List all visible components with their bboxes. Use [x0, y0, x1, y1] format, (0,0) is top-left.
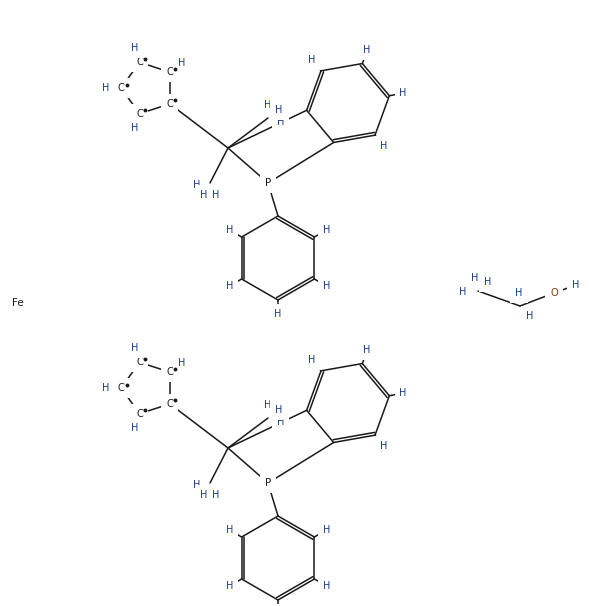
Text: H: H [274, 405, 282, 415]
Text: H: H [363, 45, 371, 55]
Text: H: H [212, 490, 219, 500]
Text: C: C [118, 83, 124, 93]
Text: H: H [131, 43, 138, 53]
Text: Fe: Fe [12, 298, 24, 308]
Text: C: C [136, 358, 143, 367]
Text: H: H [200, 190, 208, 199]
Text: H: H [102, 383, 110, 393]
Text: H: H [131, 423, 138, 433]
Text: H: H [264, 400, 272, 410]
Text: H: H [380, 441, 388, 451]
Text: C: C [136, 108, 143, 119]
Text: H: H [573, 280, 580, 290]
Text: H: H [226, 225, 233, 235]
Text: H: H [131, 343, 138, 353]
Text: H: H [200, 490, 208, 499]
Text: H: H [178, 358, 186, 368]
Text: H: H [102, 83, 110, 93]
Text: H: H [399, 388, 407, 398]
Text: H: H [308, 355, 316, 365]
Text: H: H [308, 55, 316, 65]
Text: H: H [363, 345, 371, 355]
Text: H: H [323, 225, 330, 235]
Text: H: H [226, 525, 233, 535]
Text: C: C [167, 399, 173, 409]
Text: H: H [527, 311, 534, 321]
Text: H: H [212, 190, 219, 200]
Text: H: H [399, 88, 407, 98]
Text: C: C [167, 367, 173, 377]
Text: H: H [323, 581, 330, 591]
Text: H: H [274, 105, 282, 115]
Text: H: H [194, 480, 201, 490]
Text: C: C [118, 383, 124, 393]
Text: H: H [471, 273, 479, 283]
Text: H: H [323, 281, 330, 291]
Text: H: H [380, 141, 388, 151]
Text: H: H [226, 281, 233, 291]
Text: H: H [277, 116, 284, 127]
Text: P: P [265, 178, 271, 188]
Text: H: H [226, 581, 233, 591]
Text: H: H [484, 277, 492, 287]
Text: P: P [265, 478, 271, 488]
Text: H: H [277, 417, 284, 427]
Text: C: C [136, 408, 143, 419]
Text: H: H [178, 58, 186, 68]
Text: H: H [274, 309, 282, 319]
Text: C: C [136, 58, 143, 67]
Text: H: H [264, 100, 272, 110]
Text: H: H [459, 287, 466, 297]
Text: H: H [131, 123, 138, 133]
Text: C: C [167, 99, 173, 109]
Text: H: H [194, 180, 201, 190]
Text: C: C [167, 67, 173, 77]
Text: H: H [515, 288, 522, 298]
Text: H: H [323, 525, 330, 535]
Text: O: O [550, 288, 558, 298]
